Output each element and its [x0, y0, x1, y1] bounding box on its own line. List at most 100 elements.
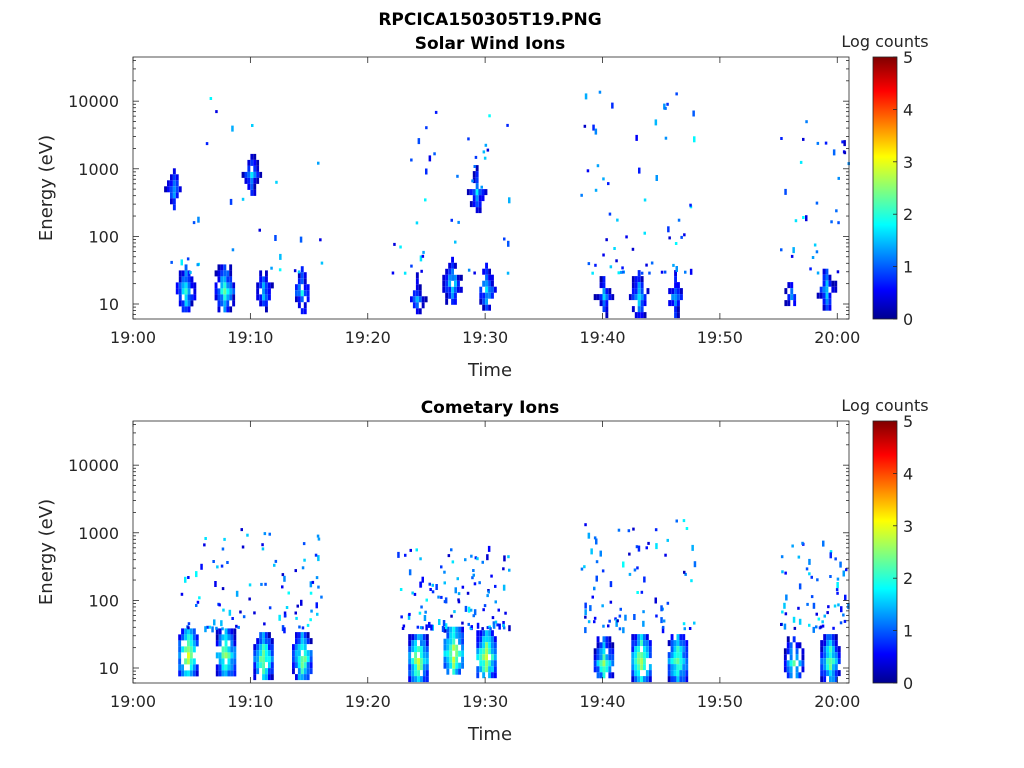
cometary-heatmap-cell: [296, 604, 299, 608]
cometary-heatmap-cell: [675, 519, 678, 523]
solar-wind-heatmap-cell: [299, 236, 303, 243]
solar-wind-heatmap-cell: [220, 288, 224, 295]
cometary-heatmap-cell: [443, 656, 447, 663]
solar-wind-heatmap-cell: [193, 288, 197, 295]
cometary-heatmap-cell: [241, 545, 245, 549]
cometary-heatmap-cell: [231, 617, 234, 620]
solar-wind-colorbar-tick-label: 4: [903, 100, 913, 119]
solar-wind-colorbar: 0 1 2 3 4 5: [872, 48, 913, 329]
solar-wind-heatmap-cell: [790, 254, 794, 258]
solar-wind-heatmap-cell: [187, 294, 191, 301]
cometary-heatmap-cell: [655, 614, 658, 618]
cometary-heatmap-cell: [297, 632, 301, 639]
cometary-heatmap-cell: [303, 668, 307, 675]
cometary-heatmap-cell: [834, 634, 838, 641]
cometary-heatmap-cell: [295, 650, 298, 657]
cometary-heatmap-cell: [834, 670, 838, 677]
cometary-heatmap-cell: [645, 646, 649, 653]
cometary-heatmap-cell: [470, 625, 473, 629]
solar-wind-heatmap-cell: [473, 271, 476, 275]
solar-wind-heatmap-cell: [258, 228, 261, 232]
cometary-heatmap-cell: [253, 650, 257, 657]
cometary-heatmap-cell: [829, 640, 832, 647]
cometary-heatmap-cell: [431, 590, 435, 594]
solar-wind-heatmap-cell: [811, 256, 815, 259]
cometary-heatmap-cell: [178, 664, 182, 671]
cometary-heatmap-cell: [292, 668, 295, 675]
solar-wind-heatmap-cell: [192, 221, 196, 225]
solar-wind-colorbar-tick-label: 2: [903, 205, 913, 224]
cometary-heatmap-cell: [422, 652, 426, 659]
cometary-heatmap-cell: [491, 630, 494, 637]
cometary-heatmap-cell: [466, 591, 470, 595]
solar-wind-heatmap-cell: [805, 120, 808, 124]
cometary-heatmap-cell: [440, 565, 443, 569]
solar-wind-heatmap-cell: [491, 274, 494, 281]
cometary-heatmap-cell: [820, 664, 824, 671]
cometary-heatmap-cell: [789, 660, 793, 667]
cometary-heatmap-cell: [248, 583, 252, 587]
cometary-heatmap-cell: [590, 548, 593, 555]
solar-wind-heatmap-cell: [253, 177, 257, 184]
solar-wind-heatmap-cell: [635, 134, 638, 141]
solar-wind-heatmap-cell: [466, 189, 470, 196]
cometary-heatmap-cell: [489, 627, 492, 631]
cometary-heatmap-cell: [648, 664, 652, 671]
cometary-heatmap-cell: [253, 611, 256, 615]
solar-wind-heatmap-cell: [479, 286, 483, 293]
cometary-heatmap-cell: [792, 636, 796, 643]
cometary-heatmap-cell: [301, 626, 305, 630]
cometary-heatmap-cell: [259, 656, 263, 663]
cometary-heatmap-cell: [481, 560, 484, 564]
cometary-heatmap-cell: [425, 634, 429, 641]
cometary-heatmap-cell: [192, 628, 196, 635]
solar-wind-x-tick-label: 19:30: [462, 328, 508, 347]
solar-wind-heatmap-cell: [172, 180, 176, 187]
solar-wind-heatmap-cell: [599, 276, 603, 283]
cometary-heatmap-cell: [826, 670, 829, 677]
cometary-heatmap-cell: [599, 648, 603, 655]
cometary-heatmap-cell: [826, 634, 829, 641]
solar-wind-x-tick-label: 19:40: [579, 328, 625, 347]
solar-wind-heatmap-cell: [784, 288, 788, 295]
cometary-heatmap-cell: [417, 670, 420, 677]
cometary-heatmap-cell: [268, 668, 271, 675]
cometary-heatmap-cell: [829, 575, 832, 578]
cometary-heatmap-cell: [660, 617, 663, 624]
cometary-heatmap-cell: [637, 658, 640, 665]
cometary-heatmap-cell: [270, 668, 274, 675]
cometary-heatmap-cell: [446, 644, 450, 651]
solar-wind-heatmap-cell: [232, 282, 236, 289]
cometary-heatmap-cell: [458, 668, 461, 675]
solar-wind-heatmap-cell: [634, 312, 638, 319]
cometary-heatmap-cell: [227, 634, 231, 641]
cometary-heatmap-cell: [479, 654, 483, 661]
cometary-heatmap-cell: [203, 543, 206, 547]
cometary-heatmap-cell: [458, 632, 461, 639]
solar-wind-heatmap-cell: [226, 270, 230, 277]
cometary-heatmap-cell: [408, 652, 412, 659]
cometary-heatmap-cell: [281, 625, 285, 632]
cometary-heatmap-cell: [682, 664, 686, 671]
cometary-heatmap-cell: [218, 658, 222, 665]
solar-wind-heatmap-cell: [457, 274, 460, 281]
cometary-heatmap-cell: [184, 576, 187, 583]
solar-wind-heatmap-cell: [399, 245, 402, 249]
cometary-heatmap-cell: [789, 648, 793, 655]
cometary-heatmap-cell: [218, 640, 222, 647]
solar-wind-heatmap-cell: [654, 119, 658, 126]
cometary-heatmap-cell: [640, 640, 643, 647]
cometary-heatmap-cell: [423, 615, 427, 621]
solar-wind-heatmap-cell: [253, 159, 257, 166]
cometary-heatmap-cell: [602, 636, 606, 643]
solar-wind-heatmap-cell: [450, 218, 453, 222]
solar-wind-heatmap-cell: [634, 282, 638, 289]
solar-wind-heatmap-cell: [680, 294, 683, 301]
solar-wind-heatmap-cell: [825, 292, 829, 299]
cometary-heatmap-cell: [216, 565, 219, 569]
cometary-heatmap-cell: [482, 666, 486, 673]
solar-wind-heatmap-cell: [231, 248, 235, 252]
solar-wind-heatmap-cell: [828, 280, 832, 287]
solar-wind-heatmap-cell: [448, 292, 452, 299]
cometary-heatmap-cell: [832, 652, 835, 659]
